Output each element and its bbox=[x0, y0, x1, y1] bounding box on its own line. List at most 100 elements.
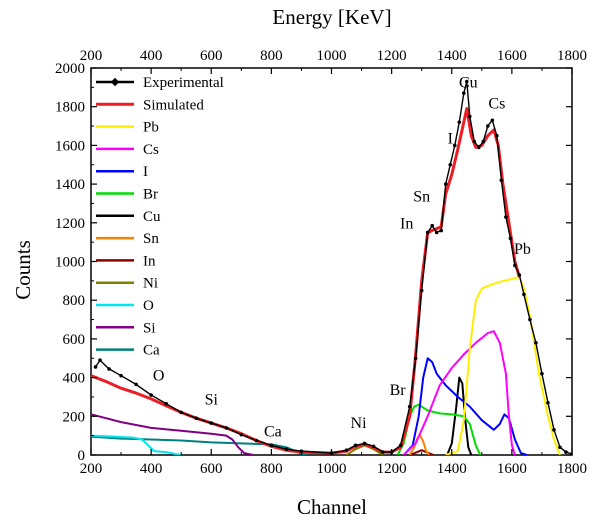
peak-label-in: In bbox=[400, 216, 413, 233]
y-tick-label-1000: 1000 bbox=[55, 255, 85, 271]
x-tick-label-400: 400 bbox=[140, 461, 163, 477]
data-point-experimental-1 bbox=[98, 358, 102, 362]
x2-axis-title: Energy [KeV] bbox=[272, 5, 391, 29]
legend-label-ca: Ca bbox=[143, 343, 160, 359]
peak-label-br: Br bbox=[390, 382, 407, 399]
data-point-experimental-6 bbox=[164, 401, 168, 406]
x2-tick-label-800: 800 bbox=[260, 48, 283, 64]
y-tick-label-1800: 1800 bbox=[55, 100, 85, 116]
data-point-experimental-47 bbox=[513, 263, 517, 268]
data-point-experimental-44 bbox=[499, 178, 504, 183]
data-point-experimental-7 bbox=[179, 410, 183, 415]
data-point-experimental-55 bbox=[558, 445, 562, 450]
data-point-experimental-21 bbox=[380, 450, 385, 454]
data-point-experimental-34 bbox=[457, 120, 462, 124]
y-tick-label-800: 800 bbox=[63, 293, 86, 309]
data-point-experimental-24 bbox=[407, 404, 412, 409]
data-point-experimental-43 bbox=[495, 133, 499, 138]
data-point-experimental-46 bbox=[508, 236, 513, 241]
legend-marker-experimental bbox=[110, 77, 120, 87]
data-point-experimental-20 bbox=[371, 444, 376, 449]
data-point-experimental-4 bbox=[134, 382, 138, 387]
x-axis-title: Channel bbox=[297, 495, 367, 519]
peak-label-si: Si bbox=[205, 392, 219, 409]
data-point-experimental-26 bbox=[419, 288, 424, 293]
series-line-pb bbox=[445, 276, 561, 455]
legend-label-cu: Cu bbox=[143, 209, 161, 225]
data-point-experimental-52 bbox=[540, 371, 544, 376]
axis-ticks: 200 400 600 800 1000 1200 1400 1600 1800 200 400 60… bbox=[55, 48, 587, 477]
series-line-o bbox=[91, 434, 182, 455]
x-tick-label-1200: 1200 bbox=[377, 461, 407, 477]
x-tick-label-1400: 1400 bbox=[437, 461, 467, 477]
legend-label-sn: Sn bbox=[143, 231, 159, 247]
x2-tick-label-1400: 1400 bbox=[437, 48, 467, 64]
y-tick-label-1200: 1200 bbox=[55, 216, 85, 232]
series-layer bbox=[91, 79, 572, 455]
x2-tick-label-200: 200 bbox=[80, 48, 103, 64]
data-point-experimental-3 bbox=[119, 373, 123, 378]
data-point-experimental-39 bbox=[477, 145, 481, 150]
data-point-experimental-27 bbox=[425, 230, 430, 235]
data-point-experimental-28 bbox=[430, 223, 435, 228]
peak-label-ni: Ni bbox=[351, 415, 368, 432]
legend-label-br: Br bbox=[143, 187, 158, 203]
x2-tick-label-1800: 1800 bbox=[557, 48, 587, 64]
data-point-experimental-9 bbox=[209, 421, 214, 425]
data-point-experimental-32 bbox=[448, 162, 453, 167]
y-tick-label-400: 400 bbox=[63, 371, 86, 387]
x2-tick-label-1000: 1000 bbox=[317, 48, 347, 64]
data-point-experimental-10 bbox=[224, 426, 229, 430]
y-tick-label-600: 600 bbox=[63, 332, 86, 348]
series-line-cs bbox=[403, 330, 516, 455]
data-point-experimental-30 bbox=[439, 228, 444, 233]
legend-label-experimental: Experimental bbox=[143, 75, 224, 91]
data-point-experimental-56 bbox=[564, 450, 568, 454]
data-point-experimental-50 bbox=[528, 317, 532, 322]
legend-label-in: In bbox=[143, 253, 156, 269]
data-point-experimental-48 bbox=[517, 273, 522, 277]
x2-tick-label-1600: 1600 bbox=[497, 48, 527, 64]
legend-label-pb: Pb bbox=[143, 120, 159, 136]
chart-frame bbox=[90, 67, 573, 456]
data-point-experimental-40 bbox=[481, 139, 486, 144]
data-point-experimental-14 bbox=[284, 447, 289, 451]
data-point-experimental-23 bbox=[398, 443, 403, 448]
data-point-experimental-37 bbox=[467, 114, 472, 119]
series-line-cu bbox=[446, 376, 473, 455]
peak-label-cs: Cs bbox=[488, 96, 505, 113]
data-point-experimental-19 bbox=[362, 441, 367, 446]
legend-label-cs: Cs bbox=[143, 142, 159, 158]
data-point-experimental-33 bbox=[452, 143, 457, 148]
legend-label-simulated: Simulated bbox=[143, 97, 204, 113]
peak-label-i: I bbox=[448, 130, 453, 147]
data-point-experimental-49 bbox=[522, 292, 526, 297]
data-point-experimental-35 bbox=[461, 91, 466, 95]
data-point-experimental-45 bbox=[504, 215, 508, 219]
data-point-experimental-36 bbox=[464, 79, 469, 84]
x2-tick-label-400: 400 bbox=[140, 48, 163, 64]
data-point-experimental-18 bbox=[353, 443, 358, 448]
legend-label-ni: Ni bbox=[143, 276, 158, 292]
x-tick-label-1800: 1800 bbox=[557, 461, 587, 477]
data-point-experimental-17 bbox=[344, 448, 349, 452]
legend: Experimental Simulated Pb Cs I Br Cu Sn In Ni O Si C… bbox=[96, 75, 224, 359]
x-tick-label-200: 200 bbox=[80, 461, 103, 477]
y-tick-label-200: 200 bbox=[63, 409, 86, 425]
data-point-experimental-54 bbox=[552, 428, 556, 432]
data-point-experimental-38 bbox=[472, 139, 477, 144]
data-point-experimental-13 bbox=[269, 443, 274, 448]
x-tick-label-1600: 1600 bbox=[497, 461, 527, 477]
y-tick-label-2000: 2000 bbox=[55, 61, 85, 77]
data-point-experimental-11 bbox=[239, 432, 244, 437]
legend-label-i: I bbox=[143, 164, 148, 180]
peak-label-sn: Sn bbox=[413, 189, 430, 206]
plot-frame bbox=[90, 67, 573, 456]
x2-tick-label-600: 600 bbox=[200, 48, 223, 64]
peak-label-pb: Pb bbox=[514, 241, 531, 258]
data-point-experimental-41 bbox=[486, 124, 490, 128]
y-axis-title: Counts bbox=[11, 240, 35, 300]
data-point-experimental-51 bbox=[534, 340, 538, 345]
